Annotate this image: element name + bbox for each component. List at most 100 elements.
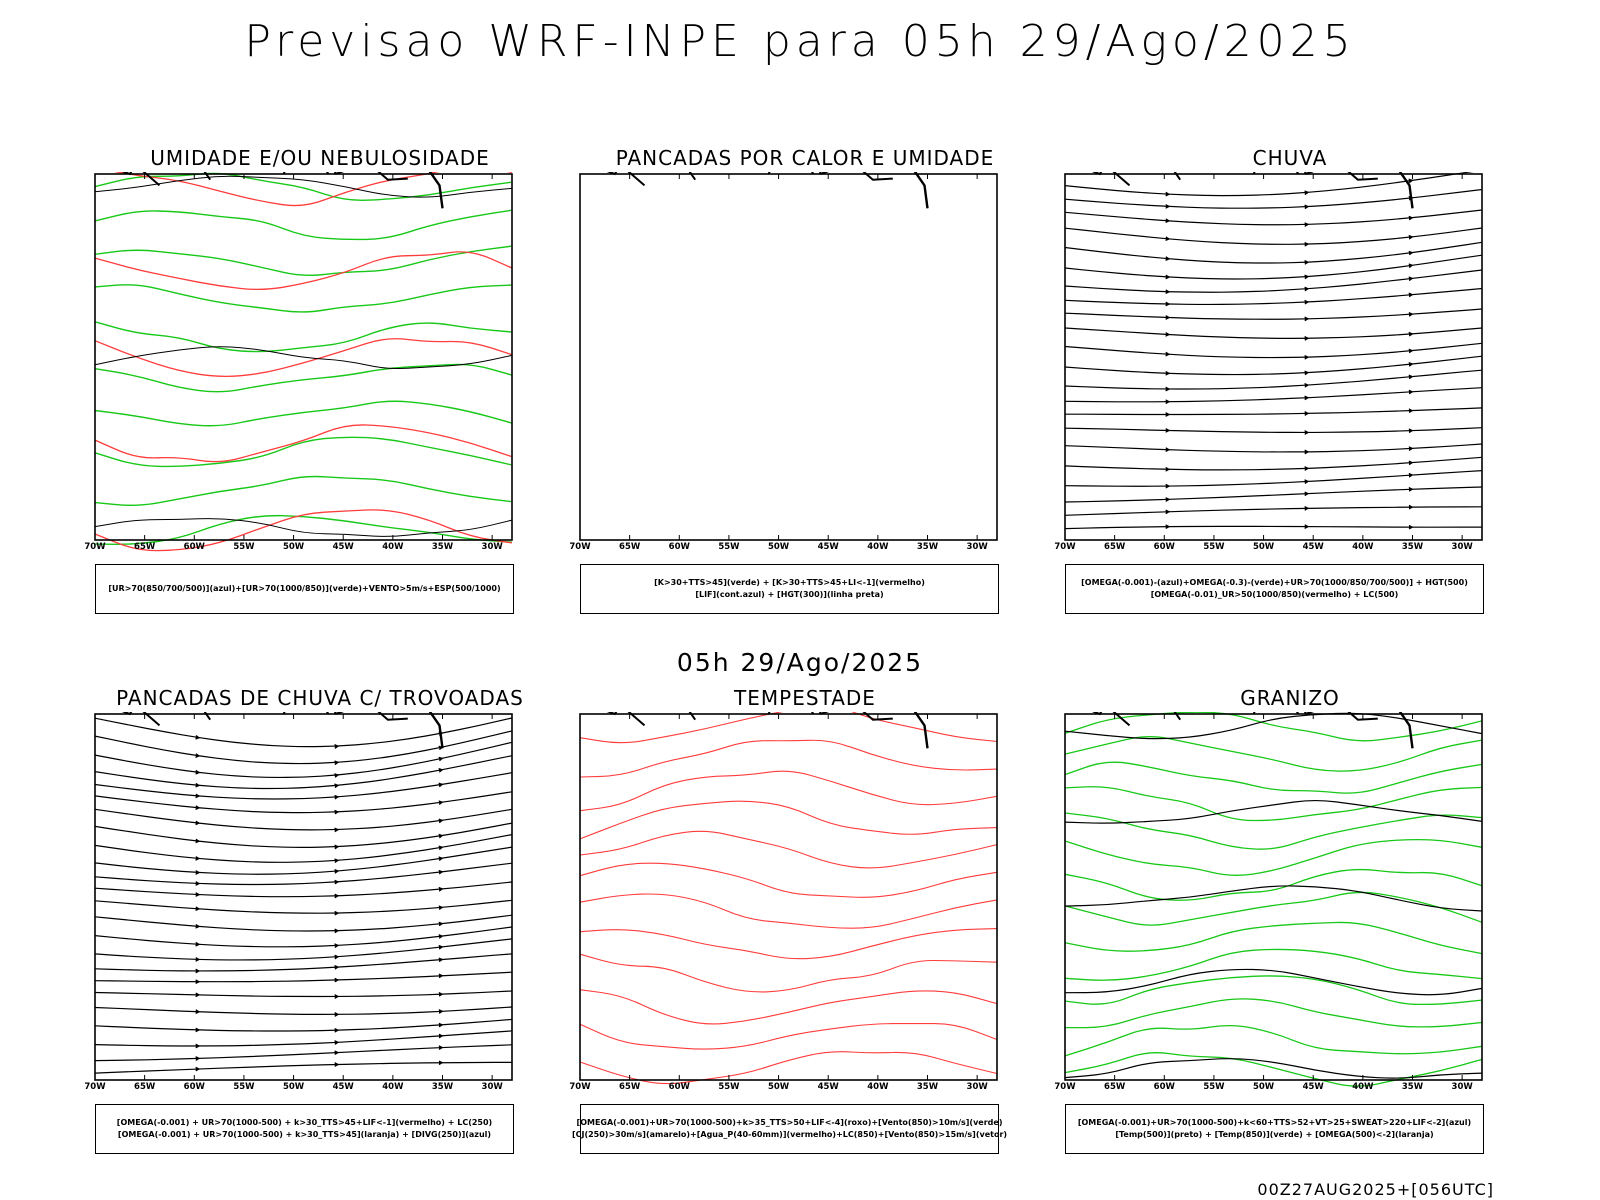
streamline-arrow [195,870,201,875]
lon-label: 35W [432,542,454,552]
streamline [94,791,513,814]
map-trovoadas: 12S15S18S21S24S27S30S33S36S39S42S70W65W6… [84,712,513,1092]
streamline-arrow [1165,483,1171,489]
lon-label: 45W [333,1082,355,1092]
streamline [1064,456,1483,471]
temp850-contour [1064,786,1483,822]
border-line [203,712,212,721]
lon-label: 40W [382,1082,404,1092]
streamline [1064,387,1483,403]
streamline-arrow [1408,472,1414,478]
pressure-contour [94,346,513,370]
lon-label: 40W [1352,542,1374,552]
border-line [1304,172,1378,181]
streamline-arrow [438,869,444,875]
streamline [94,938,513,961]
streamline-arrow [438,800,444,805]
streamline-arrow [195,1043,201,1049]
streamline-arrow [334,760,340,766]
streamline [1064,241,1483,264]
streamline [1064,172,1474,197]
thickness-contour [94,424,513,463]
streamline-arrow [334,773,340,778]
precipitable-water-contour [579,928,998,960]
streamline [94,1018,513,1032]
precipitable-water-contour [579,989,998,1025]
streamline-arrow [438,856,444,861]
panel-legend: [OMEGA(-0.001)+UR>70(1000-500)+k<60+TTS>… [1065,1104,1484,1154]
map-umidade: 1012101210121012101610201024102810285705… [84,172,513,552]
streamline-arrow [1304,524,1310,529]
streamline-arrow [1408,331,1414,337]
streamline [94,834,513,863]
streamline-arrow [438,905,444,911]
streamline-arrow [195,1056,201,1061]
humidity-contour [94,400,513,427]
streamline [1064,407,1483,416]
streamline-arrow [438,1022,444,1028]
temp850-contour [1064,712,1483,742]
streamline-arrow [334,744,340,749]
streamline-arrow [334,1062,340,1067]
streamline-arrow [1408,486,1414,492]
streamline-arrow [334,879,340,885]
streamline-arrow [195,941,201,947]
panel-title: GRANIZO [1240,686,1340,710]
streamline-arrow [1408,524,1414,530]
streamline-arrow [1304,222,1310,227]
streamline-arrow [1165,204,1171,209]
lon-label: 35W [432,1082,454,1092]
streamline-arrow [195,856,201,861]
streamline-arrow [195,805,201,810]
streamline-arrow [195,892,201,897]
map-tempestade: 12S15S18S21S24S27S30S33S36S39S42S70W65W6… [569,712,998,1092]
lon-label: 60W [1154,542,1176,552]
streamline [94,717,513,748]
precipitable-water-contour [579,770,998,812]
temp850-contour [1064,948,1483,981]
border-line [334,172,408,181]
map-frame [1064,173,1483,541]
streamline-arrow [438,973,444,979]
streamline-arrow [195,1009,201,1015]
streamline [1064,427,1483,434]
streamline [1064,486,1483,503]
forecast-time-label: 05h 29/Ago/2025 [676,648,924,677]
border-line [819,712,893,721]
precipitable-water-contour [579,830,998,869]
streamline [94,1030,513,1047]
temp500-contour [1064,885,1483,912]
lon-label: 55W [1203,542,1225,552]
map-granizo: -12-12-12-15-18-21-6-912S15S18S21S24S27S… [1054,712,1483,1092]
streamline-arrow [334,1040,340,1045]
lon-label: 40W [1352,1082,1374,1092]
map-frame [579,173,998,541]
temp850-contour [1064,838,1483,876]
streamline-arrow [334,964,340,970]
streamline-arrow [195,793,201,799]
map-layer [579,712,998,1085]
streamline-arrow [1304,241,1310,247]
lon-label: 60W [1154,1082,1176,1092]
humidity-contour [94,514,513,546]
panel-umidade: UMIDADE E/OU NEBULOSIDADE 10121012101210… [75,146,565,631]
map-background [580,174,997,540]
lon-label: 45W [1303,542,1325,552]
lon-label: 40W [867,1082,889,1092]
lon-label: 35W [1402,542,1424,552]
border-line [627,172,646,187]
streamline-arrow [195,1066,201,1072]
streamline-arrow [1304,411,1310,416]
temp850-contour [1064,868,1483,901]
lon-label: 30W [967,542,989,552]
map-frame [94,713,513,1081]
precipitable-water-contour [579,862,998,898]
panel-legend: [OMEGA(-0.001)-(azul)+OMEGA(-0.3)-(verde… [1065,564,1484,614]
streamline-arrow [334,827,340,833]
border-line [1112,172,1131,187]
streamline [94,899,513,914]
streamline-arrow [334,809,340,815]
streamline-arrow [438,833,444,839]
precipitable-water-contour [579,1023,998,1050]
streamline-arrow [1304,449,1310,455]
